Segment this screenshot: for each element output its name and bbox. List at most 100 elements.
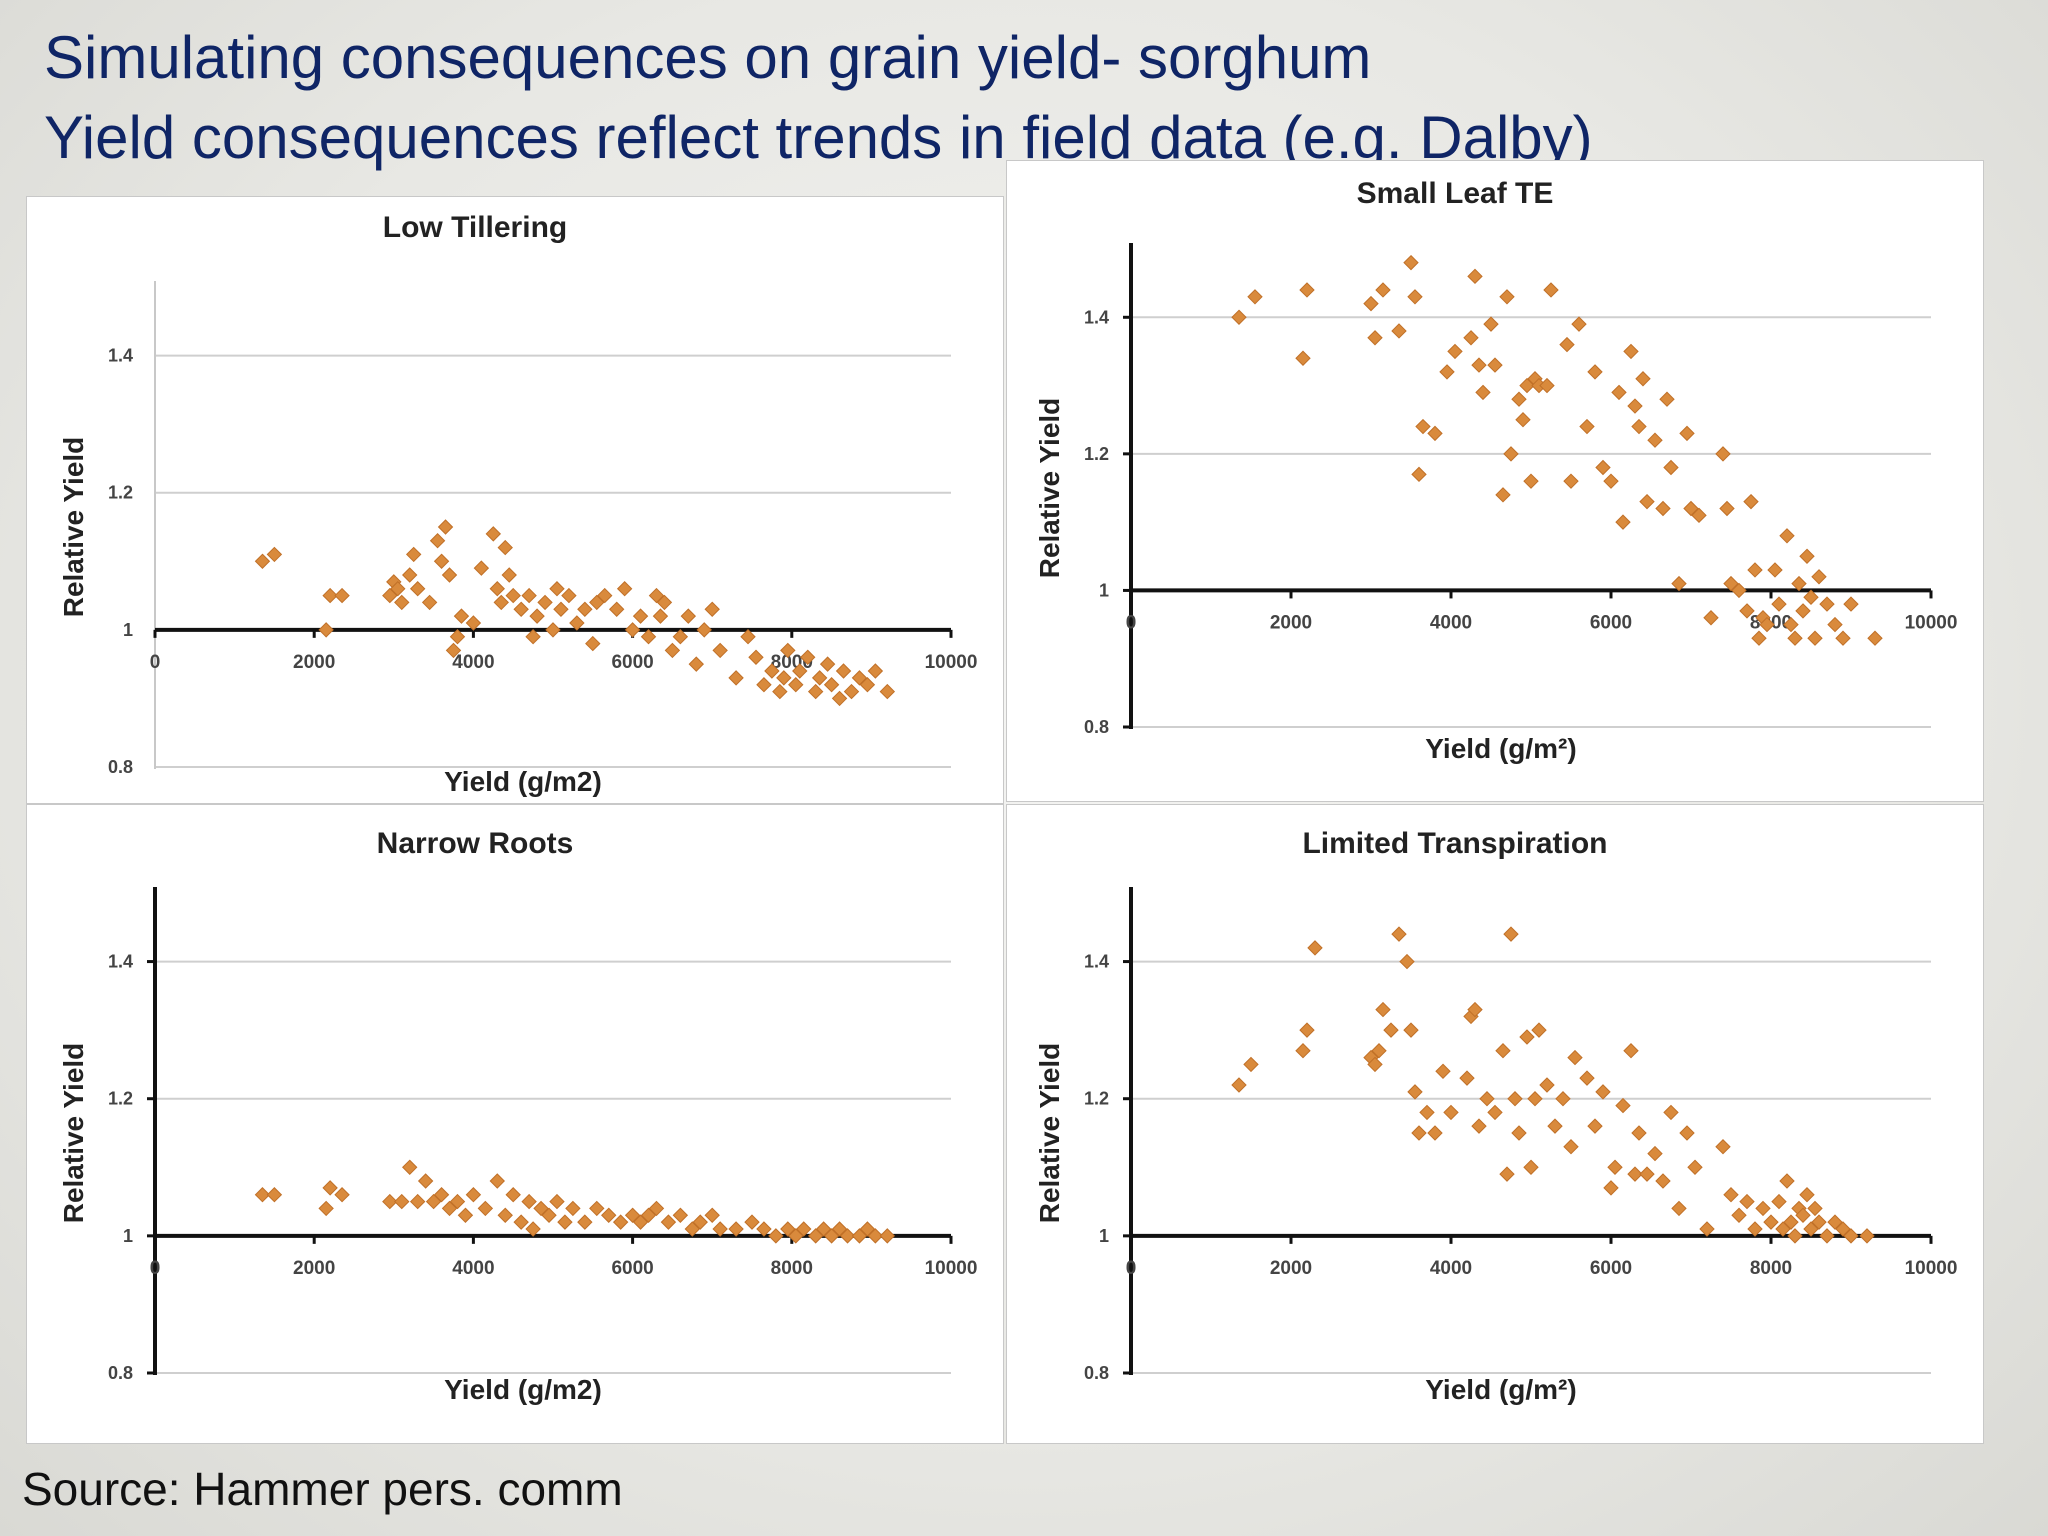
data-point xyxy=(1579,1070,1595,1086)
data-point xyxy=(1539,1077,1555,1093)
data-point xyxy=(489,581,505,597)
data-point xyxy=(660,1214,677,1230)
data-point xyxy=(513,1214,529,1230)
data-point xyxy=(497,1207,513,1223)
data-point xyxy=(843,683,860,700)
y-axis-title: Relative Yield xyxy=(58,1043,89,1224)
data-point xyxy=(1579,418,1595,435)
x-tick-label: 4000 xyxy=(452,652,494,673)
data-point xyxy=(696,622,712,638)
data-point xyxy=(712,1221,728,1237)
data-point xyxy=(1563,473,1579,489)
data-point xyxy=(1571,316,1587,332)
data-point xyxy=(859,1221,876,1237)
data-point xyxy=(1859,1228,1875,1244)
data-point xyxy=(497,539,513,556)
data-point xyxy=(1447,343,1463,360)
data-point xyxy=(764,663,780,679)
x-tick-label: 4000 xyxy=(1430,1258,1472,1279)
data-point xyxy=(684,1221,701,1237)
chart-title: Small Leaf TE xyxy=(1357,177,1554,210)
data-point xyxy=(1647,1145,1663,1162)
data-point xyxy=(788,677,804,693)
data-point xyxy=(1527,1091,1543,1107)
chart-limited-transpiration: Limited Transpiration 0.8 1 1.2 1.4 0 2000 4000… xyxy=(1034,827,1957,1405)
data-point xyxy=(1631,1125,1647,1141)
y-tick-label: 1.4 xyxy=(1084,952,1109,972)
data-point xyxy=(1715,446,1731,462)
data-point xyxy=(1867,630,1883,646)
data-point xyxy=(1627,398,1643,414)
data-point xyxy=(1655,1173,1671,1189)
data-point xyxy=(1471,357,1487,373)
data-point xyxy=(1771,1193,1787,1210)
data-point xyxy=(776,670,792,686)
data-point xyxy=(1523,1159,1539,1175)
data-point xyxy=(1715,1139,1731,1155)
data-point xyxy=(505,1187,521,1203)
data-point xyxy=(728,670,744,686)
data-point xyxy=(1751,630,1767,646)
data-point xyxy=(1639,493,1655,510)
data-point xyxy=(382,1193,398,1210)
data-point xyxy=(672,629,689,645)
data-point xyxy=(1367,1056,1383,1073)
data-point xyxy=(445,642,462,659)
title-line-2: Yield consequences reflect trends in fie… xyxy=(44,104,1593,171)
data-point xyxy=(441,567,458,583)
data-point xyxy=(409,1193,426,1210)
data-point xyxy=(433,1187,450,1203)
data-point xyxy=(640,1207,657,1223)
data-point xyxy=(1723,1187,1739,1203)
data-point xyxy=(501,567,517,583)
data-point xyxy=(1603,1180,1619,1196)
data-point xyxy=(1531,1022,1547,1038)
data-point xyxy=(1795,603,1811,619)
data-point xyxy=(1791,575,1807,592)
data-point xyxy=(1647,432,1663,448)
data-point xyxy=(1607,1159,1623,1175)
data-point xyxy=(831,1221,848,1237)
x-axis-title: Yield (g/m²) xyxy=(1425,733,1576,764)
y-tick-label: 0.8 xyxy=(108,757,133,777)
data-point xyxy=(254,553,271,569)
data-point xyxy=(569,615,585,631)
data-point xyxy=(815,1221,832,1237)
data-point xyxy=(1463,330,1479,346)
data-point xyxy=(712,642,728,659)
data-point xyxy=(1403,1022,1419,1038)
data-point xyxy=(1739,603,1755,619)
data-point xyxy=(1819,596,1835,612)
y-tick-label: 0.8 xyxy=(1084,717,1109,737)
data-point xyxy=(1307,940,1323,956)
x-tick-label: 6000 xyxy=(1590,612,1632,633)
data-point xyxy=(533,1200,549,1217)
data-point xyxy=(1827,616,1843,633)
y-tick-label: 1.2 xyxy=(1084,444,1109,464)
y-tick-label: 1 xyxy=(1099,1226,1109,1246)
y-axis-title: Relative Yield xyxy=(58,437,89,618)
data-point xyxy=(394,1193,410,1210)
data-point xyxy=(521,587,537,604)
data-point xyxy=(1587,364,1603,380)
data-point xyxy=(441,1200,458,1217)
slide-title: Simulating consequences on grain yield- … xyxy=(44,18,1593,178)
data-point xyxy=(796,1221,812,1237)
x-tick-label: 2000 xyxy=(293,652,335,673)
data-point xyxy=(1299,1022,1315,1038)
data-point xyxy=(1595,459,1611,476)
x-tick-label: 6000 xyxy=(1590,1258,1632,1279)
data-point xyxy=(334,587,350,604)
x-tick-label: 0 xyxy=(150,652,161,673)
data-point xyxy=(788,1228,804,1244)
data-point xyxy=(1511,391,1527,407)
data-point xyxy=(465,615,482,631)
data-point xyxy=(402,1159,418,1175)
x-axis-title: Yield (g/m2) xyxy=(444,1374,602,1405)
data-point xyxy=(1587,1118,1603,1134)
source-note: Source: Hammer pers. comm xyxy=(22,1463,623,1515)
data-point xyxy=(1799,548,1815,564)
data-point xyxy=(589,594,605,611)
data-point xyxy=(688,656,704,672)
data-point xyxy=(811,670,828,686)
